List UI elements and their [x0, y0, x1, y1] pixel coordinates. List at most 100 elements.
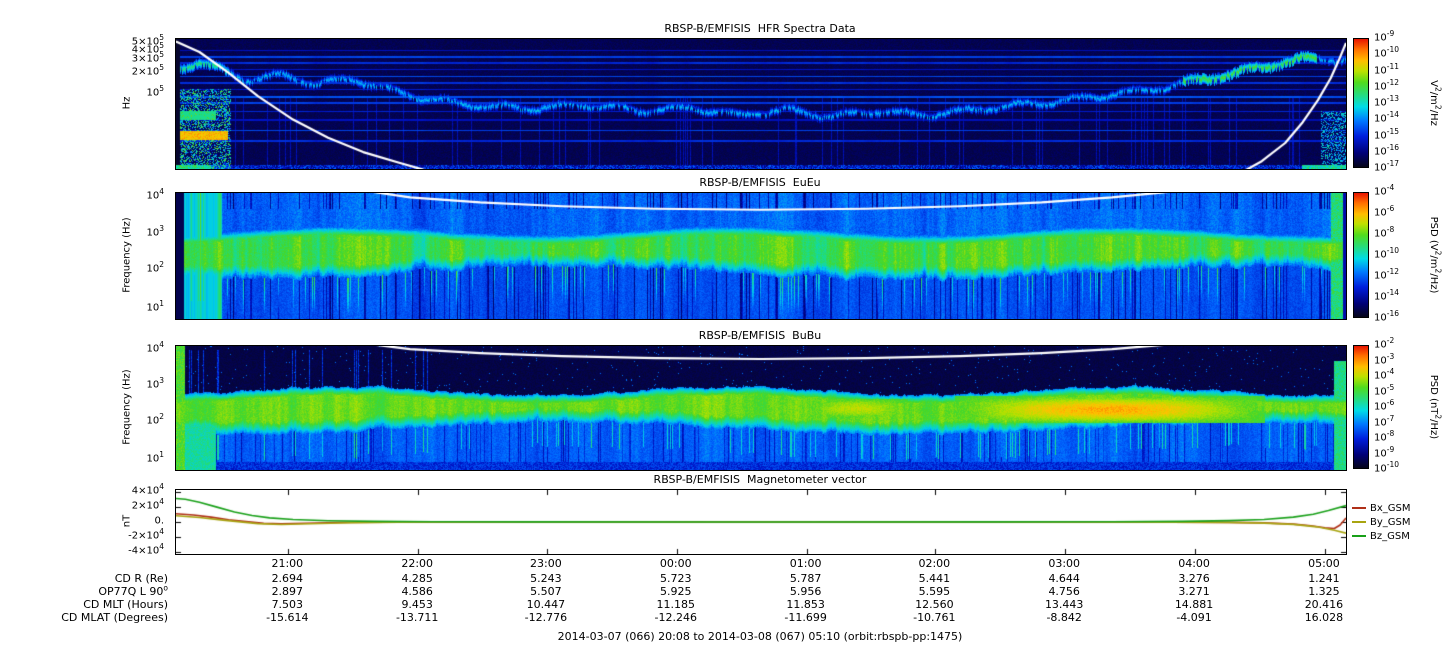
colorbar-tick-label: 10-17: [1374, 159, 1399, 174]
colorbar-ticks: 10-2 10-3 10-4 10-5 10-6 10-7 10-8 10-9 10-10: [1374, 337, 1426, 475]
y-axis-ticks: 104 103 102 101: [0, 341, 170, 469]
y-tick-label: 101: [146, 299, 164, 314]
colorbar: [1353, 192, 1369, 318]
y-axis-ticks: 5×105 4×105 3×105 2×105 105: [0, 34, 170, 168]
y-tick-label: 3×105: [131, 50, 164, 65]
table-cell: 1.241: [1308, 572, 1340, 585]
table-row: OP77Q L 90o 2.897 4.586 5.507 5.925 5.956 5.59…: [0, 583, 1447, 598]
table-cell: 5.595: [918, 585, 951, 598]
y-tick-label: 105: [146, 84, 164, 99]
table-cell: 5.723: [660, 572, 692, 585]
table-cell: 13.443: [1044, 598, 1084, 611]
bubu-spectrogram-canvas: [175, 345, 1347, 471]
bz-line-swatch: [1352, 535, 1366, 537]
table-row-label: CD R (Re): [114, 572, 168, 585]
table-cell: 16.028: [1304, 611, 1344, 624]
colorbar-tick-label: 10-10: [1374, 45, 1399, 60]
y-tick-label: 4×105: [131, 41, 164, 56]
colorbar-tick-label: 10-15: [1374, 126, 1399, 141]
time-tick-label: 03:00: [1048, 557, 1081, 570]
y-tick-label: 4×104: [131, 482, 164, 497]
table-row: CD MLAT (Degrees) -15.614 -13.711 -12.776 -1…: [0, 611, 1447, 624]
legend-item-by: By_GSM: [1352, 515, 1411, 529]
panel-eueu: RBSP-B/EMFISIS EuEu Frequency (Hz) 104 10…: [0, 174, 1447, 324]
colorbar-tick-label: 10-3: [1374, 351, 1395, 366]
y-tick-label: 103: [146, 224, 164, 239]
table-cell: 5.243: [530, 572, 562, 585]
panel-title: RBSP-B/EMFISIS Magnetometer vector: [653, 473, 867, 486]
table-cell: 3.271: [1178, 585, 1210, 598]
colorbar: [1353, 345, 1369, 469]
colorbar-tick-label: 10-12: [1374, 77, 1399, 93]
colorbar-tick-label: 10-12: [1374, 267, 1399, 282]
colorbar-tick-label: 10-14: [1374, 288, 1399, 303]
colorbar-tick-label: 10-10: [1374, 460, 1399, 475]
colorbar-tick-label: 10-13: [1374, 94, 1399, 109]
time-tick-label: 23:00: [530, 557, 562, 570]
table-cell: 5.956: [789, 585, 822, 598]
table-cell: 3.276: [1178, 572, 1210, 585]
colorbar-tick-label: 10-9: [1374, 444, 1395, 459]
colorbar-tick-label: 10-4: [1374, 367, 1395, 382]
colorbar-tick-label: 10-10: [1374, 246, 1399, 261]
table-cell: -10.761: [913, 611, 956, 624]
magnetometer-line-canvas: [175, 489, 1347, 555]
table-row-label: OP77Q L 90o: [98, 583, 168, 598]
table-cell: 5.441: [918, 572, 951, 585]
colorbar-tick-label: 10-16: [1374, 309, 1399, 324]
table-row: CD R (Re) 2.694 4.285 5.243 5.723 5.787 5.441 4…: [0, 572, 1447, 585]
panel-hfr-spectra: RBSP-B/EMFISIS HFR Spectra Data Hz 5×105…: [0, 20, 1447, 174]
eueu-spectrogram-canvas: [175, 192, 1347, 320]
bx-line-swatch: [1352, 507, 1366, 509]
y-tick-label: 0.: [154, 515, 164, 527]
y-tick-label: -2×104: [128, 527, 164, 542]
y-tick-label: 104: [146, 187, 164, 202]
time-tick-label: 21:00: [271, 557, 304, 570]
colorbar-unit-label: PSD (nT2/Hz): [1428, 374, 1443, 440]
colorbar-ticks: 10-4 10-6 10-8 10-10 10-12 10-14 10-16: [1374, 184, 1426, 324]
y-tick-label: 102: [146, 260, 164, 275]
time-range-caption: 2014-03-07 (066) 20:08 to 2014-03-08 (06…: [557, 630, 963, 643]
table-cell: -12.246: [654, 611, 697, 624]
time-tick-label: 05:00: [1308, 557, 1340, 570]
table-cell: 5.507: [530, 585, 562, 598]
table-cell: 11.853: [786, 598, 825, 611]
y-axis-ticks: 4×104 2×104 0. -2×104 -4×104: [0, 482, 170, 557]
table-cell: 4.285: [401, 572, 433, 585]
colorbar-tick-label: 10-8: [1374, 429, 1395, 444]
table-cell: -4.091: [1176, 611, 1212, 624]
colorbar-ticks: 10-9 10-10 10-11 10-12 10-13 10-14 10-15 10-16 1…: [1374, 30, 1426, 174]
legend-item-bz: Bz_GSM: [1352, 529, 1411, 543]
table-cell: -12.776: [524, 611, 568, 624]
colorbar-tick-label: 10-9: [1374, 29, 1395, 44]
table-cell: 9.453: [401, 598, 433, 611]
table-cell: -13.711: [395, 611, 439, 624]
y-tick-label: 2×104: [131, 497, 164, 512]
table-cell: 20.416: [1304, 598, 1344, 611]
legend-label-by: By_GSM: [1370, 516, 1411, 528]
table-cell: 10.447: [526, 598, 566, 611]
colorbar-tick-label: 10-2: [1374, 336, 1395, 351]
legend-item-bx: Bx_GSM: [1352, 501, 1411, 515]
panel-title: RBSP-B/EMFISIS EuEu: [699, 176, 821, 189]
colorbar-tick-label: 10-5: [1374, 382, 1395, 397]
time-axis: 21:00 22:00 23:00 00:00 01:00 02:00 03:00 04:00…: [175, 557, 1345, 570]
panel-title: RBSP-B/EMFISIS HFR Spectra Data: [664, 22, 856, 35]
time-tick-label: 01:00: [789, 557, 822, 570]
table-row-label: CD MLAT (Degrees): [61, 611, 168, 624]
y-tick-label: 103: [146, 376, 164, 391]
time-tick-label: 02:00: [918, 557, 951, 570]
y-tick-label: 2×105: [131, 62, 164, 78]
table-cell: 4.644: [1048, 572, 1080, 585]
colorbar-tick-label: 10-11: [1374, 61, 1399, 76]
y-tick-label: 102: [146, 412, 164, 427]
y-tick-label: -4×104: [128, 541, 164, 557]
table-cell: 14.881: [1174, 598, 1214, 611]
colorbar-tick-label: 10-6: [1374, 398, 1395, 413]
magnetometer-legend: Bx_GSM By_GSM Bz_GSM: [1352, 501, 1411, 543]
colorbar-unit-label: V2/m2/Hz: [1428, 80, 1443, 126]
table-cell: -15.614: [266, 611, 309, 624]
table-cell: 5.925: [660, 585, 692, 598]
legend-label-bx: Bx_GSM: [1370, 502, 1411, 514]
